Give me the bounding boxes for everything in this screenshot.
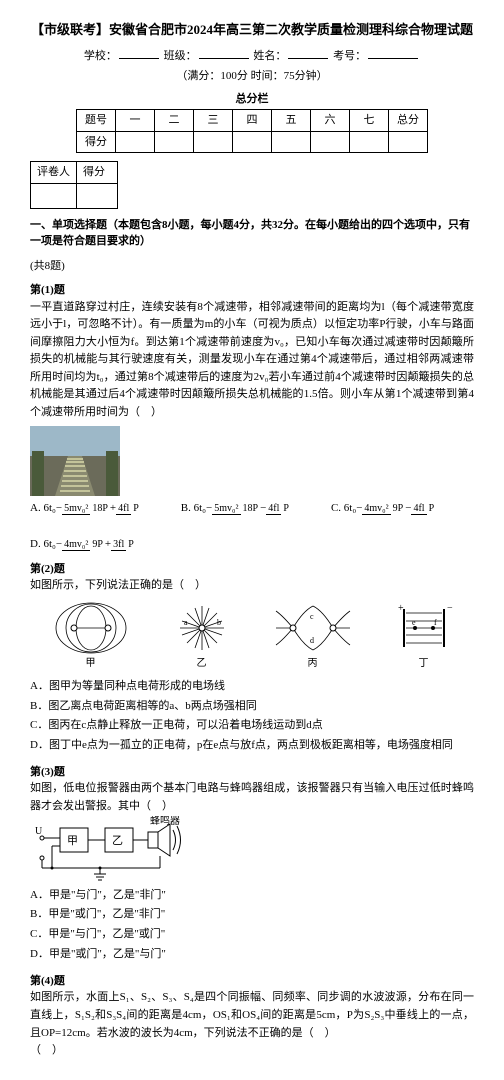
q1-choice-b: B. 6t₀−5mv₀²18P−4flP [181, 500, 291, 517]
q1-choice-d: D. 6t₀−4mv₀²9P+3flP [30, 536, 136, 553]
svg-text:f: f [434, 618, 437, 627]
score-header-cell: 总分 [389, 110, 428, 132]
score-header-cell: 三 [194, 110, 233, 132]
q3-circuit: U 甲 乙 蜂鸣器 [30, 816, 200, 886]
q2-body: 如图所示，下列说法正确的是（ ） [30, 577, 474, 595]
u-label: U [35, 826, 43, 837]
svg-text:蜂鸣器: 蜂鸣器 [150, 816, 180, 827]
svg-text:甲: 甲 [67, 835, 78, 847]
q2-choice-a: A．图甲为等量同种点电荷形成的电场线 [30, 677, 474, 697]
q3-choice-b: B．甲是"或门"，乙是"非门" [30, 905, 474, 925]
score-header-cell: 一 [116, 110, 155, 132]
score-header-cell: 七 [350, 110, 389, 132]
name-label: 姓名： [253, 50, 286, 62]
q2-label: 第(2)题 [30, 561, 474, 578]
section-sub: (共8题) [30, 258, 474, 275]
q2-choices: A．图甲为等量同种点电荷形成的电场线 B．图乙离点电荷距离相等的a、b两点场强相… [30, 677, 474, 756]
q1-label: 第(1)题 [30, 282, 474, 299]
exam-title: 【市级联考】安徽省合肥市2024年高三第二次教学质量检测理科综合物理试题 [30, 20, 474, 40]
q1-choices: A. 6t₀−5mv₀²18P+4flP B. 6t₀−5mv₀²18P−4fl… [30, 500, 474, 553]
svg-text:b: b [217, 618, 221, 627]
q1-body: 一平直道路穿过村庄，连续安装有8个减速带，相邻减速带间的距离均为l（每个减速带宽… [30, 299, 474, 422]
reviewer-score-label: 得分 [77, 162, 118, 184]
reviewer-label: 评卷人 [31, 162, 77, 184]
examno-label: 考号： [333, 50, 366, 62]
svg-text:c: c [310, 612, 314, 621]
q3-choice-c: C．甲是"与门"，乙是"或门" [30, 925, 474, 945]
examno-blank [368, 58, 418, 59]
q2-choice-c: C．图丙在c点静止释放一正电荷，可以沿着电场线运动到d点 [30, 716, 474, 736]
svg-text:乙: 乙 [112, 834, 123, 847]
q1-choice-a: A. 6t₀−5mv₀²18P+4flP [30, 500, 141, 517]
score-header-cell: 二 [155, 110, 194, 132]
score-header-cell: 六 [311, 110, 350, 132]
q4-paren: （ ） [30, 1042, 474, 1060]
q4-label: 第(4)题 [30, 973, 474, 990]
q2-diagram-ding: e f + − [389, 601, 459, 656]
school-label: 学校： [84, 50, 117, 62]
score-table: 题号 一 二 三 四 五 六 七 总分 得分 [76, 109, 428, 153]
q3-choices: A．甲是"与门"，乙是"非门" B．甲是"或门"，乙是"非门" C．甲是"与门"… [30, 886, 474, 965]
q1-photo [30, 426, 120, 496]
q2-choice-d: D．图丁中e点为一孤立的正电荷，p在e点与放f点，两点到极板距离相等，电场强度相… [30, 736, 474, 756]
q2-diagrams: 甲 a b 乙 [30, 601, 474, 671]
time-info-line: （满分：100分 时间：75分钟） [30, 68, 474, 85]
q2-choice-b: B．图乙离点电荷距离相等的a、b两点场强相同 [30, 697, 474, 717]
section-header: 一、单项选择题（本题包含8小题，每小题4分，共32分。在每小题给出的四个选项中，… [30, 217, 474, 250]
svg-text:a: a [184, 618, 188, 627]
q3-choice-a: A．甲是"与门"，乙是"非门" [30, 886, 474, 906]
svg-text:+: + [398, 603, 404, 614]
svg-text:e: e [412, 618, 416, 627]
q2-diagram-bing: c d [268, 601, 358, 656]
score-header-cell: 五 [272, 110, 311, 132]
reviewer-score-table: 评卷人 得分 [30, 161, 118, 209]
q3-choice-d: D．甲是"或门"，乙是"与门" [30, 945, 474, 965]
student-info-line: 学校： 班级： 姓名： 考号： [30, 48, 474, 65]
score-table-title: 总分栏 [30, 91, 474, 108]
score-header-cell: 四 [233, 110, 272, 132]
q2-diagram-yi: a b [167, 601, 237, 656]
name-blank [288, 58, 328, 59]
q1-choice-c: C. 6t₀−4mv₀²9P−4flP [331, 500, 436, 517]
school-blank [119, 58, 159, 59]
score-header-cell: 题号 [77, 110, 116, 132]
class-blank [199, 58, 249, 59]
q3-label: 第(3)题 [30, 764, 474, 781]
score-row-label: 得分 [77, 131, 116, 153]
q4-body: 如图所示，水面上S₁、S₂、S₃、S₄是四个同振幅、同频率、同步调的水波波源，分… [30, 989, 474, 1042]
q2-diagram-jia [46, 601, 136, 656]
svg-text:−: − [447, 603, 453, 614]
class-label: 班级： [164, 50, 197, 62]
q3-body: 如图，低电位报警器由两个基本门电路与蜂鸣器组成，该报警器只有当输入电压过低时蜂鸣… [30, 780, 474, 815]
svg-text:d: d [310, 636, 314, 645]
